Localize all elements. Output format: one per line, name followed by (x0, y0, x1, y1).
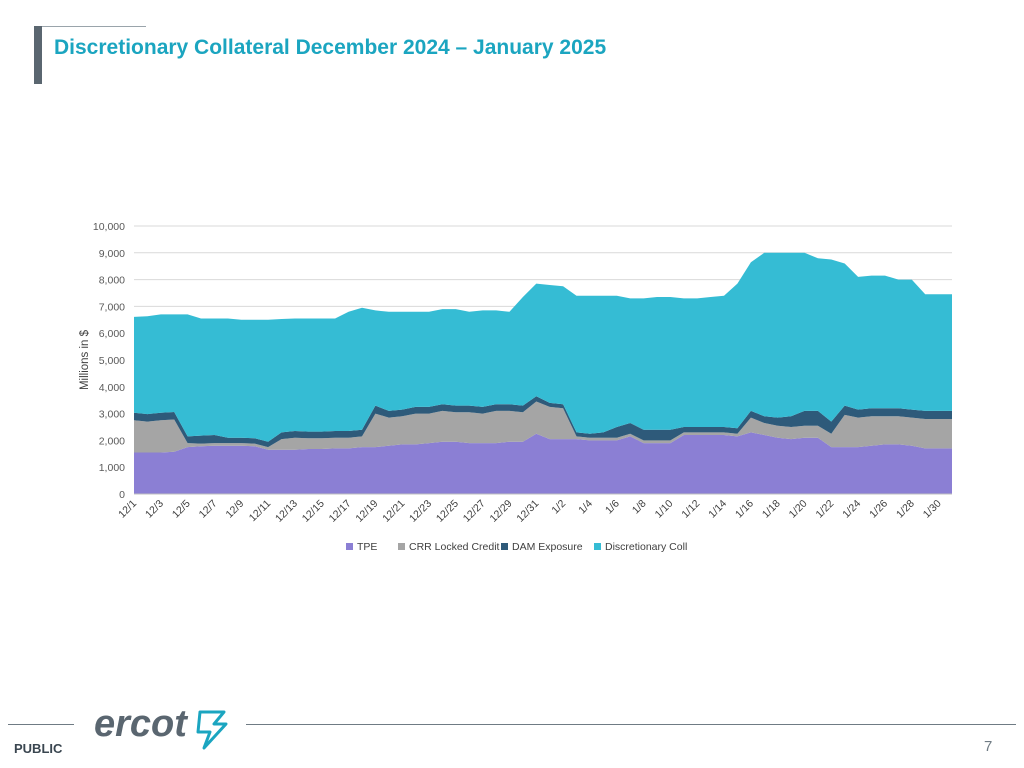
series-area-discretionary-coll (134, 252, 952, 442)
legend-swatch (594, 543, 601, 550)
ercot-logo: ercot (94, 703, 228, 750)
legend-label: Discretionary Coll (605, 541, 687, 553)
x-tick-label: 12/9 (223, 498, 246, 521)
series-area-crr-locked-credit (134, 401, 952, 453)
x-tick-label: 12/5 (170, 498, 193, 521)
x-tick-label: 12/3 (143, 498, 166, 521)
y-tick-label: 7,000 (99, 301, 125, 313)
y-tick-label: 1,000 (99, 462, 125, 474)
svg-text:ercot: ercot (94, 703, 188, 745)
y-axis-title: Millions in $ (79, 329, 91, 390)
title-rule (42, 26, 146, 27)
series-area-tpe (134, 432, 952, 494)
page-number: 7 (984, 738, 993, 755)
legend-swatch (501, 543, 508, 550)
x-tick-label: 12/19 (353, 498, 380, 525)
ercot-bolt-icon (196, 710, 228, 750)
y-tick-label: 8,000 (99, 275, 125, 287)
x-tick-label: 1/6 (603, 498, 622, 517)
y-tick-label: 3,000 (99, 409, 125, 421)
y-tick-label: 5,000 (99, 355, 125, 367)
x-tick-label: 12/31 (514, 498, 541, 525)
x-tick-label: 1/12 (679, 498, 702, 521)
x-tick-label: 1/2 (549, 498, 568, 517)
footer-rule-right (246, 724, 1016, 725)
series-area-dam-exposure (134, 396, 952, 448)
y-tick-label: 4,000 (99, 382, 125, 394)
x-tick-label: 1/20 (787, 498, 810, 521)
x-tick-label: 1/8 (630, 498, 649, 517)
x-tick-label: 1/14 (706, 498, 729, 521)
x-tick-label: 1/22 (813, 498, 836, 521)
x-tick-label: 12/23 (407, 498, 434, 525)
x-tick-label: 12/17 (327, 498, 354, 525)
x-tick-label: 12/27 (461, 498, 488, 525)
public-label: PUBLIC (14, 741, 63, 756)
footer-rule-left (8, 724, 74, 725)
x-tick-label: 12/11 (247, 498, 274, 525)
y-tick-label: 0 (119, 489, 125, 501)
x-tick-label: 1/30 (921, 498, 944, 521)
y-tick-label: 6,000 (99, 328, 125, 340)
x-tick-label: 12/29 (488, 498, 515, 525)
y-tick-label: 10,000 (93, 221, 125, 233)
x-tick-label: 12/7 (197, 498, 220, 521)
y-tick-label: 9,000 (99, 248, 125, 260)
x-tick-label: 12/15 (300, 498, 327, 525)
chart-areas (134, 252, 952, 494)
legend-label: TPE (357, 541, 377, 553)
legend-swatch (346, 543, 353, 550)
x-tick-label: 1/16 (733, 498, 756, 521)
x-tick-label: 12/21 (380, 498, 407, 525)
x-tick-label: 12/13 (273, 498, 300, 525)
chart-legend: TPE CRR Locked Credit DAM Exposure Discreti… (346, 541, 687, 553)
x-tick-label: 1/4 (576, 498, 595, 517)
slide-title: Discretionary Collateral December 2024 –… (54, 36, 607, 59)
x-tick-label: 1/26 (867, 498, 890, 521)
collateral-area-chart: 0 1,000 2,000 3,000 4,000 5,000 6,000 7,000 8,00… (79, 221, 952, 553)
y-tick-label: 2,000 (99, 435, 125, 447)
legend-swatch (398, 543, 405, 550)
legend-label: CRR Locked Credit (409, 541, 500, 553)
title-accent-bar (34, 26, 42, 84)
x-tick-label: 1/24 (840, 498, 863, 521)
x-tick-label: 1/10 (653, 498, 676, 521)
x-tick-label: 12/25 (434, 498, 461, 525)
x-tick-label: 1/18 (760, 498, 783, 521)
x-tick-label: 1/28 (894, 498, 917, 521)
chart-container: 0 1,000 2,000 3,000 4,000 5,000 6,000 7,000 8,00… (74, 214, 960, 564)
legend-label: DAM Exposure (512, 541, 583, 553)
